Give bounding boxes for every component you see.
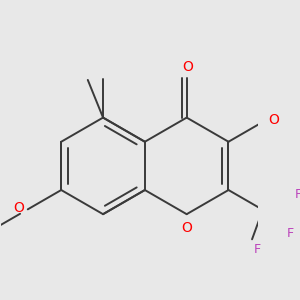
Text: O: O (182, 60, 194, 74)
Text: O: O (268, 113, 279, 127)
Text: F: F (253, 243, 260, 256)
Text: O: O (181, 221, 192, 235)
Text: O: O (13, 201, 24, 215)
Text: F: F (287, 227, 294, 240)
Text: F: F (295, 188, 300, 201)
